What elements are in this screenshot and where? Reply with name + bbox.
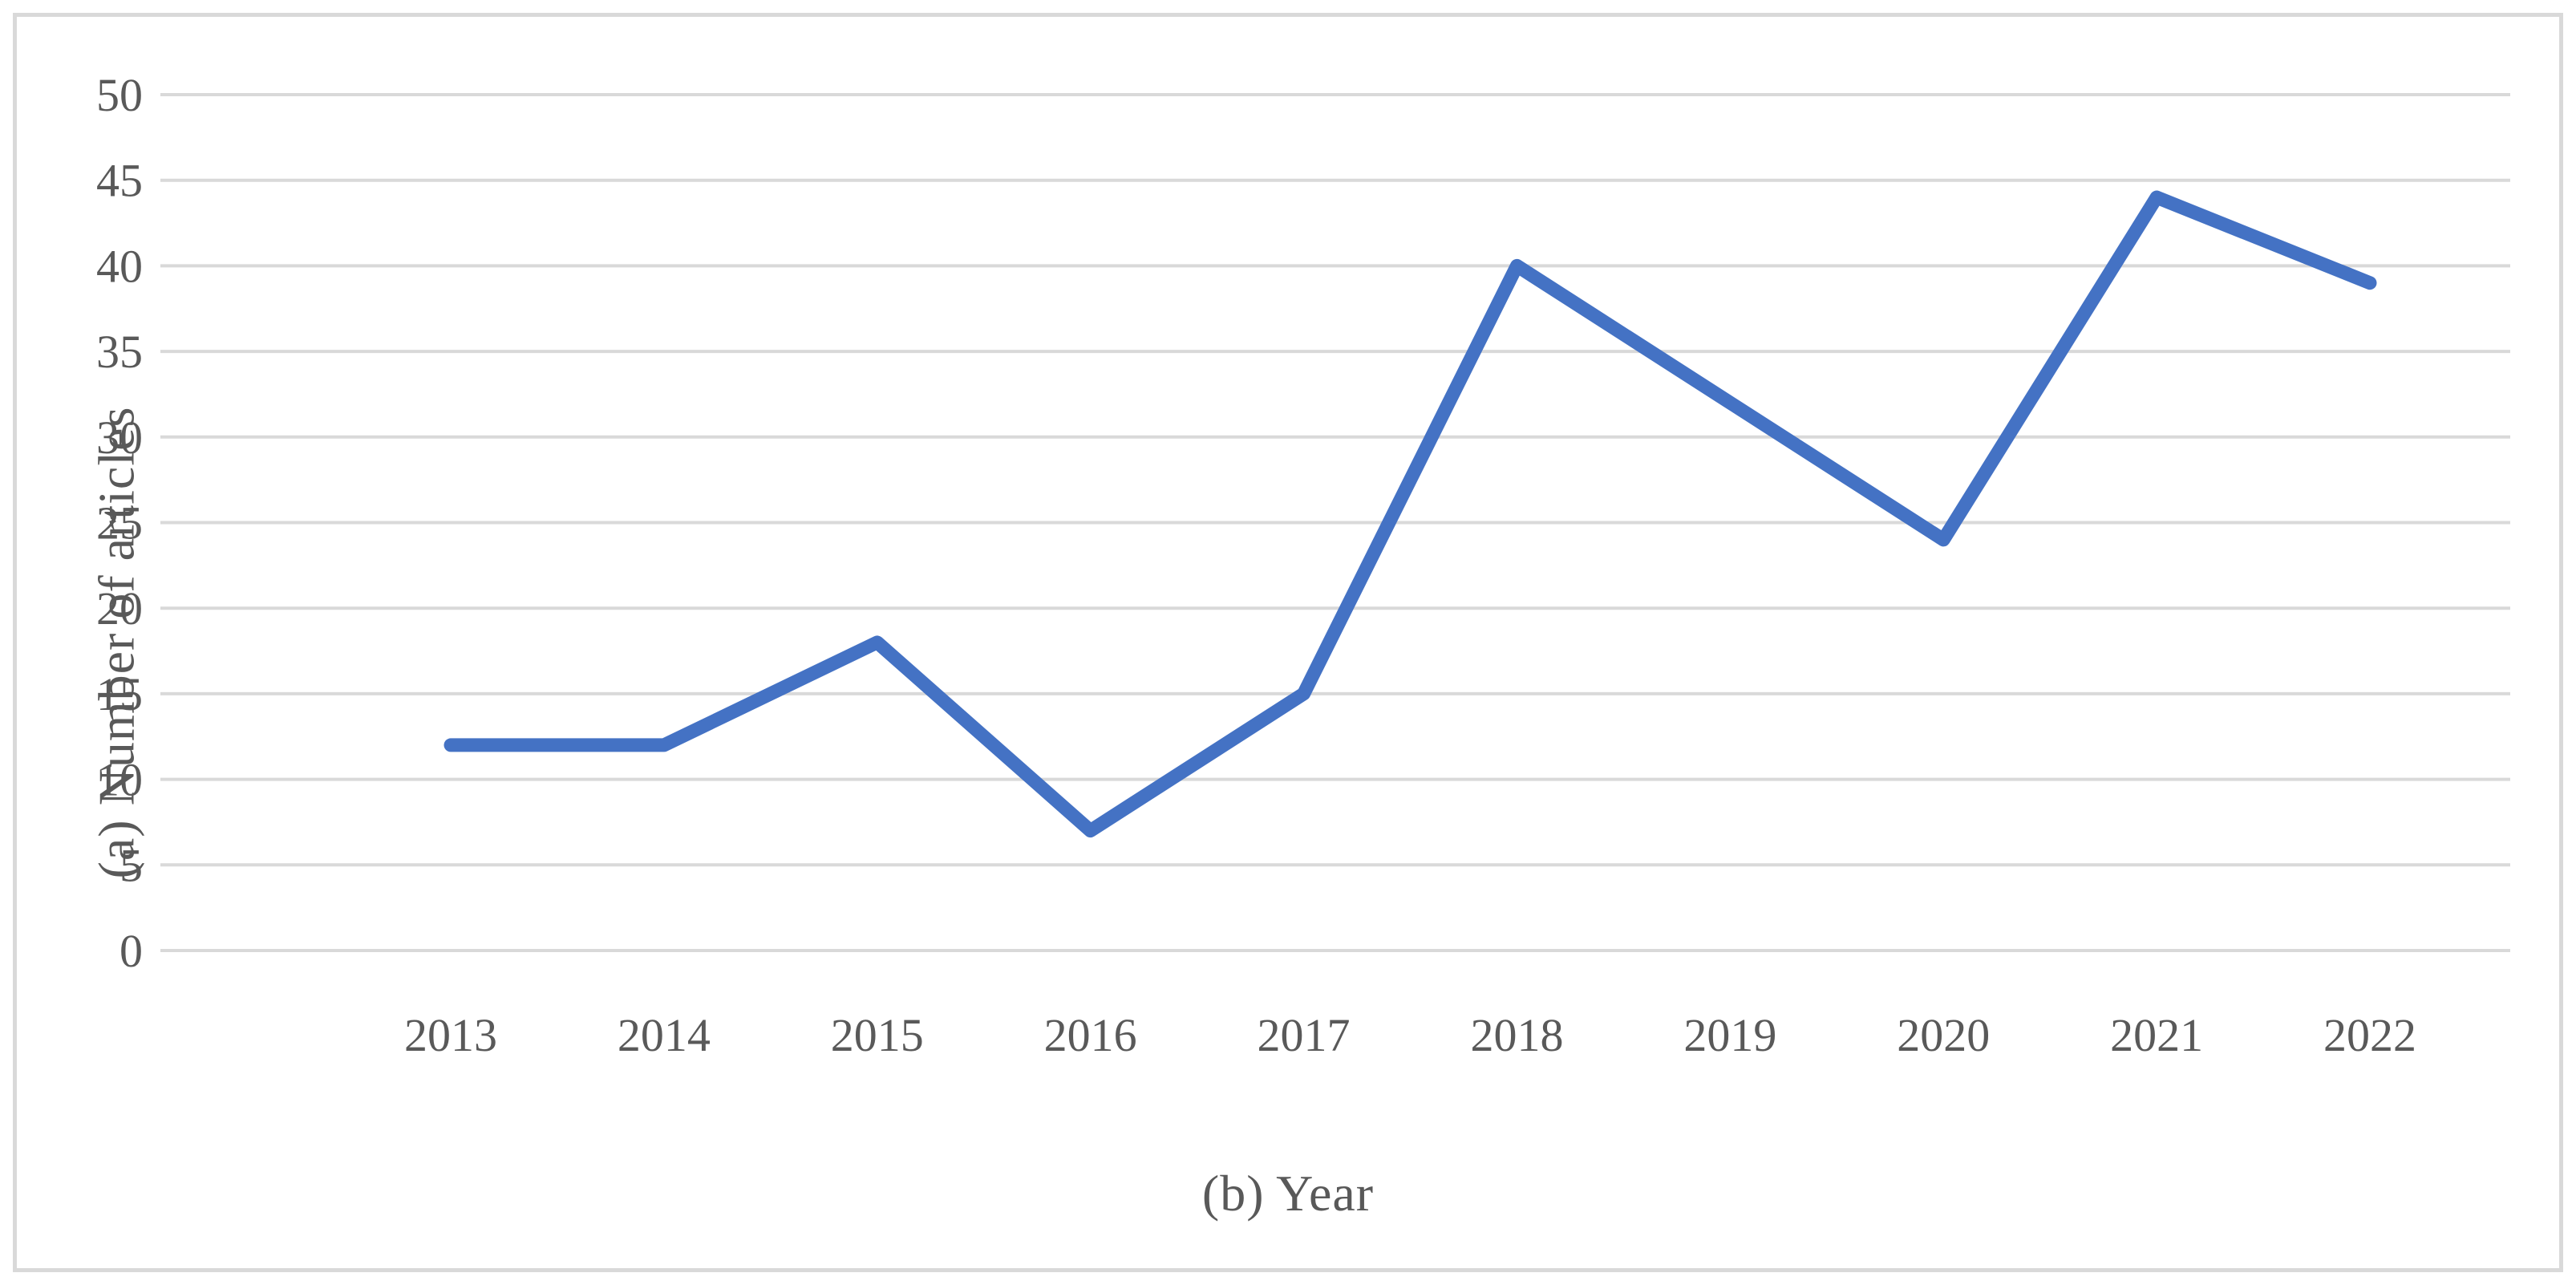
y-tick-label: 50 [96, 69, 143, 121]
x-tick-label: 2022 [2323, 1009, 2416, 1061]
y-tick-label: 25 [96, 497, 143, 549]
y-tick-label: 45 [96, 155, 143, 207]
x-axis-title: (b) Year [1201, 1164, 1375, 1222]
x-tick-label: 2020 [1897, 1009, 1990, 1061]
y-tick-label: 15 [96, 668, 143, 720]
y-axis-title: (a) Number of articles [87, 406, 144, 879]
x-tick-label: 2015 [831, 1009, 924, 1061]
y-tick-label: 40 [96, 240, 143, 292]
x-tick-label: 2016 [1044, 1009, 1137, 1061]
x-tick-label: 2013 [404, 1009, 497, 1061]
y-axis-title-container: (a) Number of articles [64, 0, 168, 1285]
x-tick-label: 2014 [618, 1009, 711, 1061]
x-tick-label: 2021 [2110, 1009, 2203, 1061]
y-tick-label: 35 [96, 326, 143, 378]
y-tick-label: 30 [96, 411, 143, 464]
y-tick-label: 20 [96, 582, 143, 634]
x-tick-label: 2017 [1258, 1009, 1351, 1061]
y-tick-label: 0 [119, 925, 143, 977]
x-tick-label: 2019 [1683, 1009, 1776, 1061]
y-tick-label: 5 [119, 839, 143, 891]
x-axis-title-container: (b) Year [0, 1135, 2576, 1251]
x-tick-label: 2018 [1470, 1009, 1563, 1061]
y-tick-label: 10 [96, 754, 143, 806]
data-line [444, 190, 2377, 838]
